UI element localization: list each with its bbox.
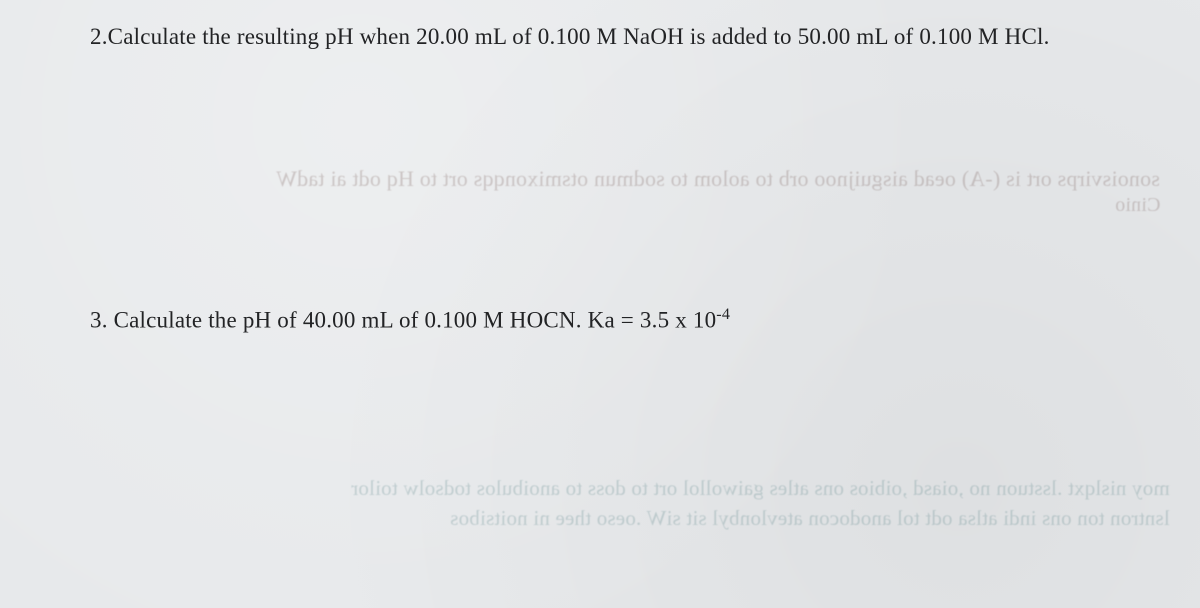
bleed-through-line-1: sonoisvirps ort is (-A) oead aisguijnoo … bbox=[276, 166, 1160, 192]
question-3-text: 3. Calculate the pH of 40.00 mL of 0.100… bbox=[90, 306, 730, 334]
question-3-exponent: -4 bbox=[716, 306, 730, 323]
question-2-text: 2.Calculate the resulting pH when 20.00 … bbox=[90, 24, 1050, 50]
bleed-through-line-2: Cinio bbox=[1115, 194, 1160, 217]
bleed-through-line-3: moy nislqxt .lsstuon no ,oiasd ,oibios o… bbox=[351, 476, 1170, 501]
bleed-through-line-4: lsntron ton ons indi atlsa odt tol anodo… bbox=[450, 506, 1170, 531]
scanned-page: 2.Calculate the resulting pH when 20.00 … bbox=[0, 0, 1200, 608]
question-3-prefix: 3. Calculate the pH of 40.00 mL of 0.100… bbox=[90, 308, 716, 333]
